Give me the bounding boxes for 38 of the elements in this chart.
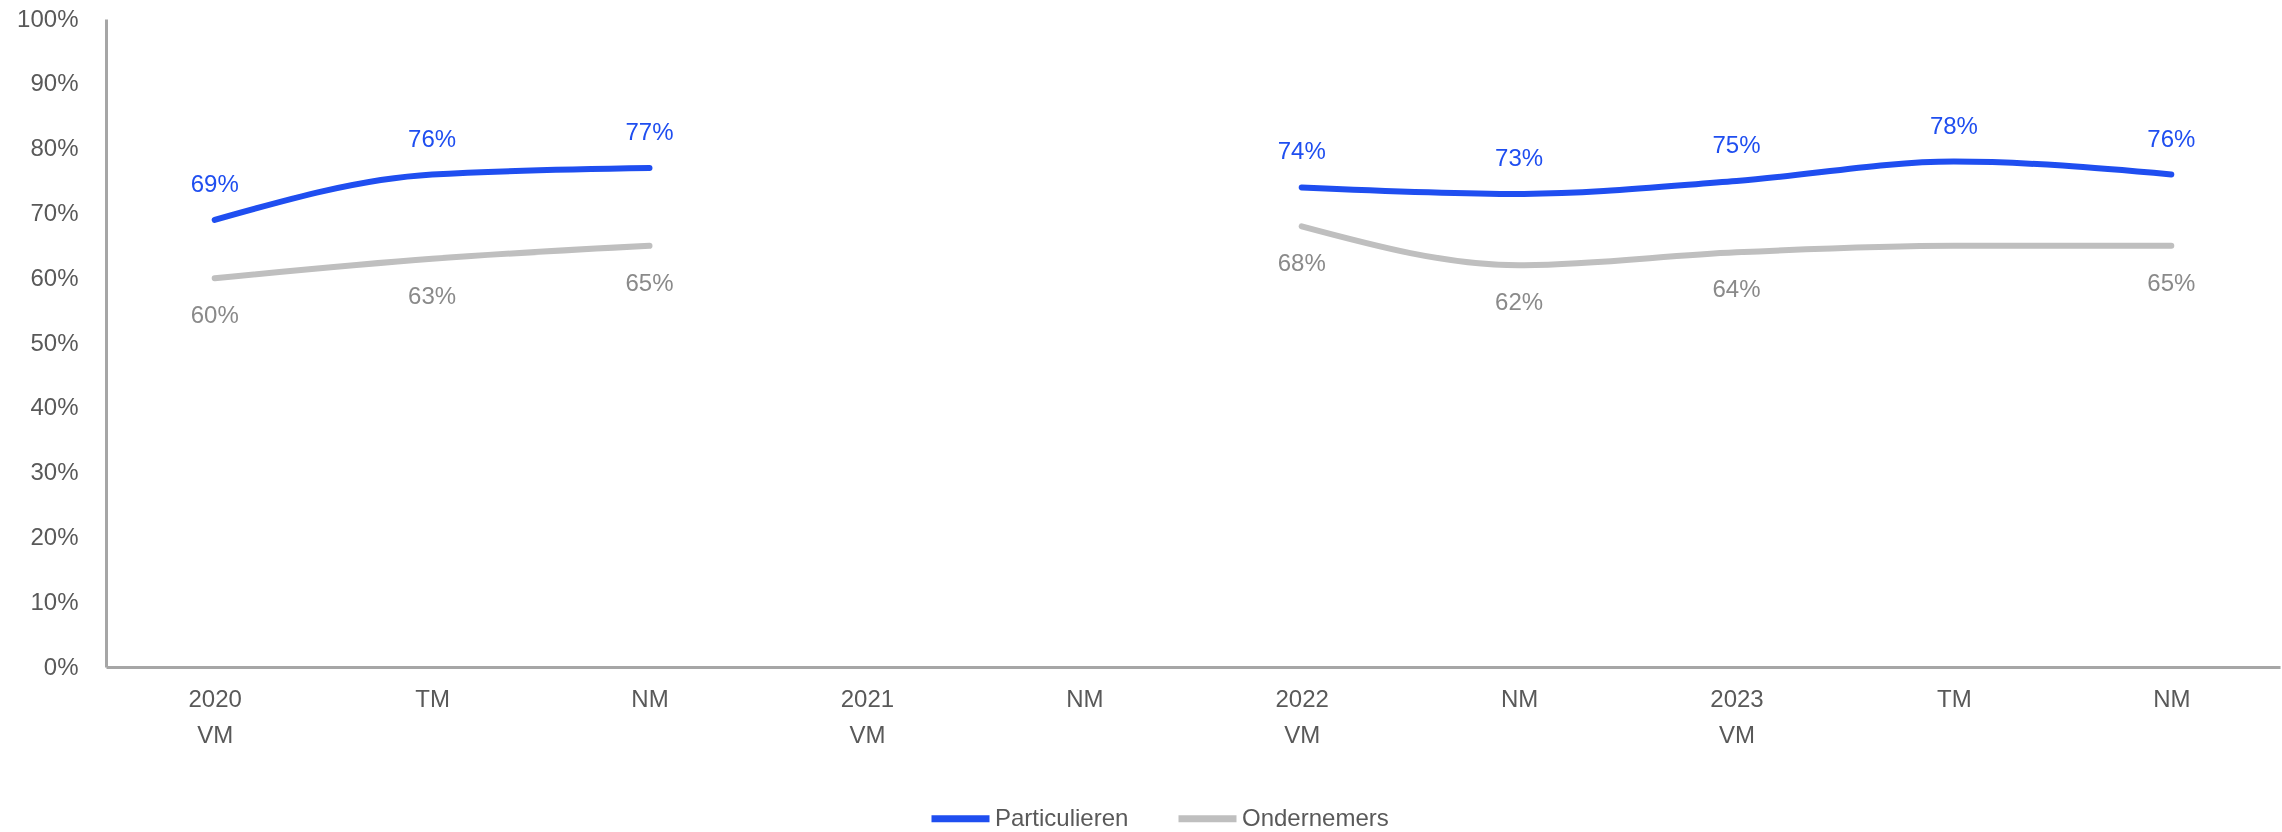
x-tick-label: NM — [1500, 684, 1539, 712]
x-tick-label: NM — [631, 684, 669, 712]
data-label: 65% — [2147, 268, 2196, 296]
data-label: 69% — [190, 169, 239, 197]
data-label: 65% — [625, 268, 674, 296]
y-tick-label: 90% — [30, 69, 79, 97]
y-tick-label: 0% — [43, 652, 79, 680]
x-tick-label: TM — [415, 684, 450, 712]
x-tick-label: 2023 VM — [1710, 684, 1764, 748]
y-tick-label: 50% — [30, 328, 79, 356]
x-tick-label: NM — [2153, 684, 2191, 712]
legend-label: Ondernemers — [1242, 803, 1389, 831]
y-tick-label: 70% — [30, 198, 79, 226]
y-tick-label: 60% — [30, 263, 79, 291]
data-label: 78% — [1929, 111, 1978, 139]
x-tick-label: 2021 VM — [840, 684, 895, 748]
x-tick-label: 2022 VM — [1275, 684, 1329, 748]
data-label: 76% — [2147, 124, 2196, 152]
data-label: 68% — [1277, 249, 1326, 277]
data-label: 74% — [1277, 137, 1326, 165]
data-label: 73% — [1495, 143, 1544, 171]
y-tick-label: 80% — [30, 134, 79, 162]
data-label: 75% — [1712, 131, 1761, 158]
x-tick-label: NM — [1066, 684, 1104, 712]
data-label: 63% — [408, 281, 457, 309]
legend-label: Particulieren — [995, 803, 1129, 831]
x-tick-label: 2020 VM — [188, 684, 242, 748]
y-tick-label: 30% — [30, 458, 79, 486]
y-tick-label: 10% — [30, 587, 79, 615]
data-label: 64% — [1712, 275, 1761, 303]
y-tick-label: 40% — [30, 393, 79, 421]
data-label: 77% — [625, 118, 674, 146]
x-tick-label: TM — [1937, 684, 1972, 712]
data-label: 62% — [1495, 288, 1544, 316]
y-tick-label: 20% — [30, 522, 79, 550]
data-label: 76% — [408, 124, 457, 152]
y-tick-label: 100% — [17, 4, 79, 32]
data-label: 60% — [190, 301, 239, 329]
